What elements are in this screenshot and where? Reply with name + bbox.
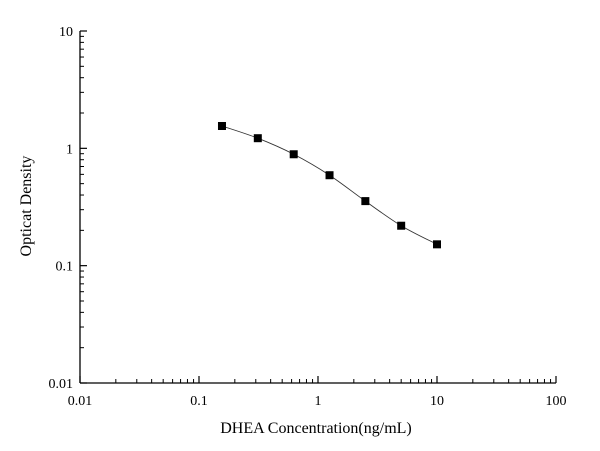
x-tick-label: 10 [430, 394, 444, 409]
data-point-marker [253, 134, 262, 143]
y-tick-label: 10 [59, 25, 73, 40]
data-point-marker [289, 150, 298, 159]
y-axis-title: Opticat Density [18, 156, 35, 257]
x-tick-label: 1 [315, 394, 322, 409]
x-axis-title: DHEA Concentration(ng/mL) [220, 420, 412, 437]
data-point-marker [397, 221, 406, 230]
x-tick-label: 0.1 [190, 394, 208, 409]
data-point-marker [217, 122, 226, 131]
axes: 0.01 0.1 1 10 100 0.01 0.1 1 10 [49, 25, 567, 409]
data-point-marker [433, 240, 441, 249]
y-tick-label: 0.01 [49, 377, 74, 392]
y-tick-label: 1 [66, 142, 73, 157]
y-tick-label: 0.1 [56, 260, 74, 275]
data-point-marker [325, 171, 334, 180]
x-tick-label: 0.01 [68, 394, 93, 409]
x-tick-label: 100 [546, 394, 567, 409]
data-point-marker [361, 197, 370, 206]
series [217, 122, 441, 249]
